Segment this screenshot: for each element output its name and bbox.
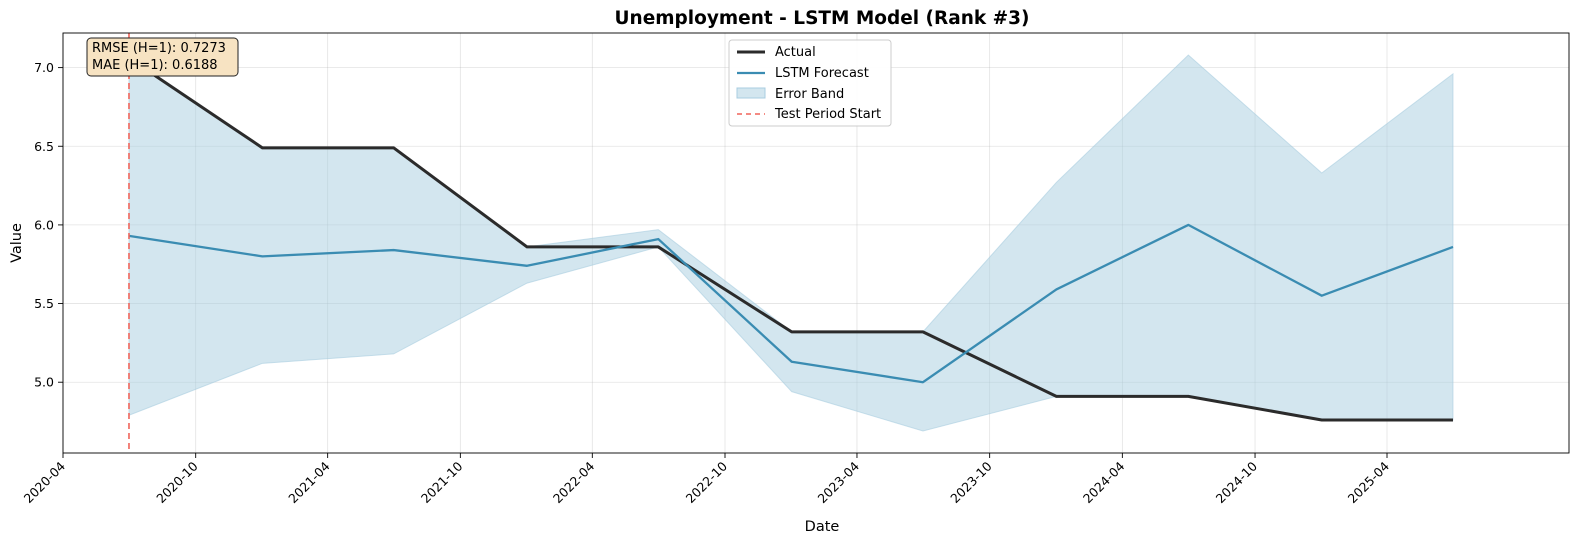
y-tick-label: 7.0 [34,60,54,75]
y-tick-label: 6.0 [34,217,54,232]
forecast-line [128,223,1454,384]
x-tick-label: 2025-04 [1345,458,1393,506]
metrics-mae: MAE (H=1): 0.6188 [92,58,218,73]
x-tick-label: 2021-10 [418,458,466,506]
y-axis-label: Value [9,223,25,263]
legend-label-test-start: Test Period Start [774,107,881,122]
x-tick-label: 2022-10 [683,458,731,506]
metrics-rmse: RMSE (H=1): 0.7273 [92,41,226,56]
legend-label-actual: Actual [775,45,816,60]
x-axis-ticks: 2020-04 2020-10 2021-04 2021-10 2022-04 2022-… [21,453,1393,506]
x-tick-label: 2020-04 [21,458,69,506]
x-tick-label: 2020-10 [153,458,201,506]
legend-frame [728,39,892,127]
legend-label-forecast: LSTM Forecast [775,66,869,81]
x-tick-label: 2024-04 [1080,458,1128,506]
x-tick-label: 2023-10 [947,458,995,506]
x-tick-label: 2021-04 [285,458,333,506]
legend-label-error-band: Error Band [775,87,844,102]
chart-title: Unemployment - LSTM Model (Rank #3) [615,8,1030,29]
x-tick-label: 2024-10 [1213,458,1261,506]
y-axis-ticks: 5.0 5.5 6.0 6.5 7.0 [34,60,63,390]
metrics-box: RMSE (H=1): 0.7273 MAE (H=1): 0.6188 [86,37,239,77]
plot-area-frame [62,32,1570,454]
x-axis-label: Date [805,519,840,535]
x-tick-label: 2023-04 [815,458,863,506]
y-tick-label: 5.5 [34,296,54,311]
legend: Actual LSTM Forecast Error Band Test Per… [728,39,892,127]
x-tick-label: 2022-04 [550,458,598,506]
metrics-box-frame [86,37,239,77]
actual-line [128,56,1453,422]
y-tick-label: 5.0 [34,375,54,390]
y-tick-label: 6.5 [34,139,54,154]
legend-swatch-error-band [736,87,766,99]
series-layer [128,56,1454,422]
